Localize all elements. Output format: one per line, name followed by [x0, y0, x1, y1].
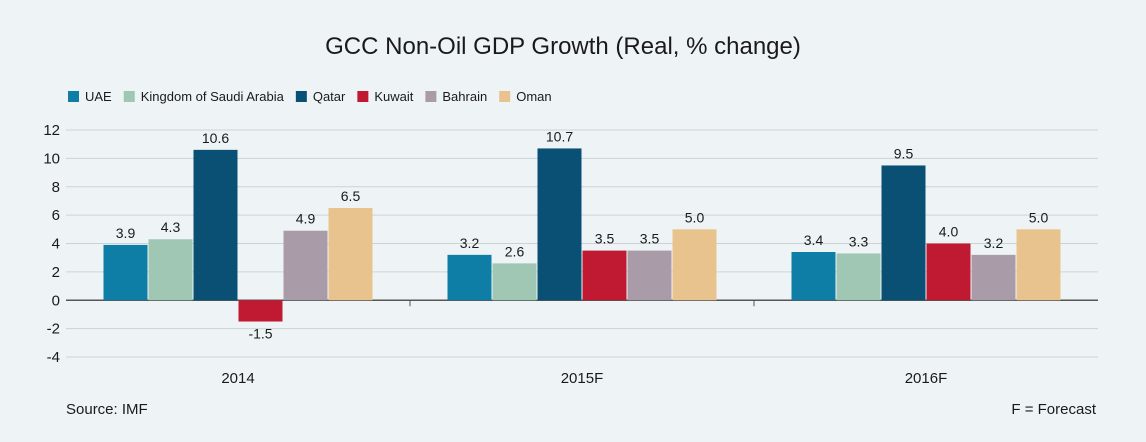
- data-label-qatar-2014: 10.6: [202, 130, 229, 146]
- data-label-kingdom-of-saudi-arabia-2015f: 2.6: [505, 243, 525, 259]
- y-tick-label: -2: [47, 321, 60, 338]
- data-label-bahrain-2014: 4.9: [296, 211, 316, 227]
- bar-uae-2016f: [791, 252, 836, 301]
- bar-qatar-2016f: [881, 165, 926, 301]
- legend-label-kuwait: Kuwait: [374, 89, 413, 104]
- legend-swatch-uae: [68, 91, 79, 102]
- data-label-qatar-2016f: 9.5: [894, 145, 914, 161]
- data-label-uae-2014: 3.9: [116, 225, 136, 241]
- data-label-kingdom-of-saudi-arabia-2014: 4.3: [161, 219, 181, 235]
- bar-oman-2016f: [1016, 229, 1061, 301]
- bar-kingdom-of-saudi-arabia-2016f: [836, 253, 881, 301]
- data-label-kuwait-2014: -1.5: [248, 326, 272, 342]
- bar-oman-2014: [328, 208, 373, 301]
- data-label-bahrain-2015f: 3.5: [640, 231, 660, 247]
- data-label-kingdom-of-saudi-arabia-2016f: 3.3: [849, 233, 869, 249]
- legend: UAE Kingdom of Saudi Arabia Qatar Kuwait Bah…: [68, 89, 552, 104]
- x-category-label: 2016F: [905, 370, 948, 387]
- source-note: Source: IMF: [66, 401, 148, 418]
- data-label-oman-2015f: 5.0: [685, 209, 705, 225]
- legend-label-oman: Oman: [516, 89, 551, 104]
- legend-swatch-kuwait: [357, 91, 369, 102]
- data-label-oman-2014: 6.5: [341, 188, 361, 204]
- x-category-label: 2014: [221, 370, 254, 387]
- x-category-label: 2015F: [561, 370, 604, 387]
- bar-qatar-2014: [193, 149, 238, 301]
- bar-kingdom-of-saudi-arabia-2014: [148, 239, 193, 301]
- legend-swatch-bahrain: [425, 91, 437, 102]
- legend-swatch-kingdom-of-saudi-arabia: [123, 91, 135, 102]
- forecast-note: F = Forecast: [1011, 401, 1096, 418]
- data-label-kuwait-2016f: 4.0: [939, 224, 959, 240]
- y-tick-label: 0: [52, 292, 60, 309]
- chart-title: GCC Non-Oil GDP Growth (Real, % change): [325, 33, 801, 60]
- legend-label-kingdom-of-saudi-arabia: Kingdom of Saudi Arabia: [141, 89, 285, 104]
- data-label-kuwait-2015f: 3.5: [595, 231, 615, 247]
- y-tick-label: 12: [43, 122, 60, 139]
- y-tick-label: 6: [52, 207, 60, 224]
- legend-label-uae: UAE: [85, 89, 112, 104]
- bar-bahrain-2016f: [971, 254, 1016, 301]
- bar-bahrain-2014: [283, 230, 328, 301]
- bar-kingdom-of-saudi-arabia-2015f: [492, 263, 537, 301]
- bar-uae-2015f: [447, 254, 492, 301]
- data-label-uae-2016f: 3.4: [804, 232, 824, 248]
- bars: [103, 148, 1061, 322]
- bar-kuwait-2015f: [582, 250, 627, 301]
- bar-oman-2015f: [672, 229, 717, 301]
- legend-swatch-qatar: [295, 91, 307, 102]
- data-label-bahrain-2016f: 3.2: [984, 235, 1004, 251]
- data-labels: 3.9 4.3 10.6 -1.5 4.9 6.5 3.2 2.6 10.7 3.5 3.5 5.0 3…: [116, 128, 1049, 341]
- legend-swatch-oman: [499, 91, 511, 102]
- y-tick-label: 2: [52, 264, 60, 281]
- data-label-qatar-2015f: 10.7: [546, 128, 573, 144]
- y-tick-label: 8: [52, 179, 60, 196]
- data-label-uae-2015f: 3.2: [460, 235, 480, 251]
- bar-uae-2014: [103, 244, 148, 301]
- legend-label-qatar: Qatar: [313, 89, 346, 104]
- legend-label-bahrain: Bahrain: [442, 89, 487, 104]
- x-axis: 2014 2015F 2016F: [221, 300, 947, 387]
- y-tick-label: -4: [47, 349, 60, 366]
- bar-kuwait-2014: [238, 300, 283, 322]
- y-tick-label: 10: [43, 150, 60, 167]
- y-tick-label: 4: [52, 236, 60, 253]
- y-axis: 12 10 8 6 4 2 0 -2 -4: [43, 122, 60, 366]
- gridlines: [66, 129, 1098, 358]
- bar-qatar-2015f: [537, 148, 582, 301]
- bar-kuwait-2016f: [926, 243, 971, 301]
- data-label-oman-2016f: 5.0: [1029, 209, 1049, 225]
- bar-bahrain-2015f: [627, 250, 672, 301]
